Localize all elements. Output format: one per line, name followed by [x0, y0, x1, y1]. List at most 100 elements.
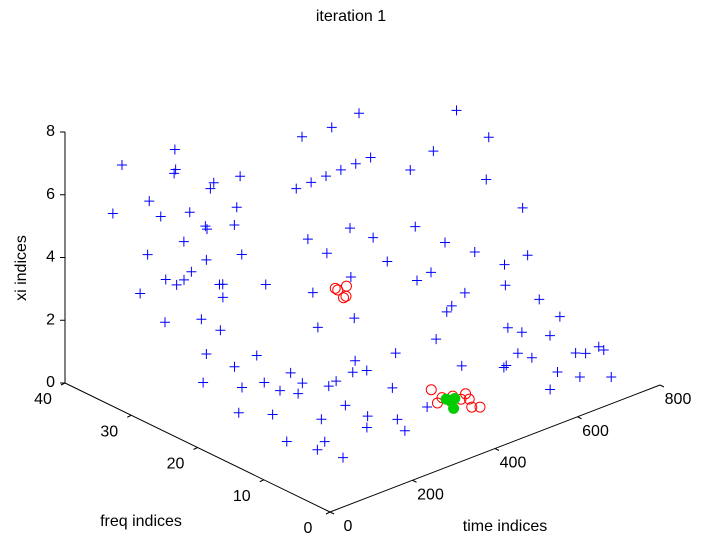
- point: [410, 221, 421, 232]
- point: [440, 237, 450, 248]
- point: [574, 372, 585, 383]
- point: [202, 224, 212, 235]
- point: [323, 381, 334, 392]
- point: [368, 232, 379, 243]
- point: [142, 249, 153, 260]
- x-tick-label: 200: [417, 486, 444, 503]
- point: [522, 250, 533, 261]
- point: [229, 361, 240, 372]
- x-tick-label: 800: [665, 391, 692, 408]
- point: [340, 400, 351, 411]
- point: [451, 105, 462, 116]
- point: [350, 158, 361, 169]
- point: [469, 246, 480, 257]
- x-tick-label: 0: [344, 518, 353, 535]
- point: [338, 452, 348, 463]
- point: [291, 183, 302, 194]
- point: [382, 256, 393, 267]
- point: [321, 171, 331, 182]
- point: [545, 330, 555, 341]
- point: [387, 382, 398, 393]
- point: [606, 372, 617, 383]
- y-tick: [259, 479, 264, 483]
- z-axis-label: xi indices: [13, 235, 30, 301]
- point: [498, 362, 509, 373]
- point: [275, 385, 285, 396]
- point: [251, 350, 262, 361]
- point: [365, 152, 376, 163]
- point: [466, 401, 478, 413]
- point: [345, 272, 356, 283]
- z-tick-label: 2: [46, 311, 55, 328]
- point: [297, 378, 308, 389]
- y-tick-label: 40: [34, 391, 52, 408]
- x-axis-label: time indices: [463, 518, 547, 535]
- point: [259, 377, 270, 388]
- point: [285, 367, 296, 378]
- point: [169, 168, 180, 179]
- point: [297, 131, 307, 142]
- point: [160, 274, 171, 285]
- y-tick: [325, 511, 331, 515]
- point: [233, 407, 244, 418]
- point: [474, 401, 486, 413]
- point: [231, 202, 242, 213]
- point: [229, 219, 240, 230]
- point: [117, 160, 127, 171]
- point: [499, 259, 510, 270]
- z-tick-label: 4: [46, 249, 55, 266]
- point: [593, 341, 604, 352]
- z-tick-label: 6: [46, 186, 55, 203]
- point: [171, 279, 182, 290]
- point: [502, 322, 513, 333]
- point: [215, 325, 226, 336]
- point: [214, 279, 225, 290]
- point: [237, 382, 247, 393]
- point: [545, 384, 556, 395]
- point: [399, 425, 410, 436]
- point: [186, 266, 197, 277]
- point: [321, 248, 332, 259]
- x-tick-label: 400: [500, 455, 527, 472]
- point: [178, 236, 189, 247]
- x-tick: [577, 416, 582, 420]
- x-tick-label: 600: [582, 423, 609, 440]
- point: [135, 288, 146, 299]
- x-tick: [659, 384, 665, 388]
- y-tick: [193, 447, 198, 450]
- point: [201, 348, 212, 359]
- point: [235, 171, 246, 182]
- point: [184, 207, 195, 218]
- point: [580, 348, 591, 359]
- point: [392, 414, 403, 425]
- point: [281, 436, 292, 447]
- point: [340, 280, 352, 292]
- point: [361, 365, 372, 376]
- point: [347, 367, 358, 378]
- point: [335, 164, 346, 175]
- point: [198, 377, 209, 388]
- point: [155, 211, 166, 222]
- y-tick-label: 20: [167, 456, 185, 473]
- point: [316, 414, 327, 425]
- point: [570, 347, 581, 358]
- point: [405, 164, 416, 175]
- point: [483, 132, 494, 143]
- point: [362, 411, 373, 422]
- y-tick-label: 10: [233, 488, 251, 505]
- point: [456, 360, 467, 371]
- point: [201, 254, 212, 265]
- point: [349, 313, 360, 324]
- point: [361, 422, 372, 433]
- point: [144, 196, 155, 207]
- z-tick-label: 0: [46, 374, 55, 391]
- point: [390, 348, 401, 359]
- point: [107, 208, 118, 219]
- point: [431, 334, 442, 345]
- point: [267, 409, 278, 420]
- point: [196, 314, 207, 325]
- y-axis-label: freq indices: [100, 513, 182, 530]
- point: [350, 355, 361, 366]
- point: [170, 164, 181, 175]
- point: [306, 177, 317, 188]
